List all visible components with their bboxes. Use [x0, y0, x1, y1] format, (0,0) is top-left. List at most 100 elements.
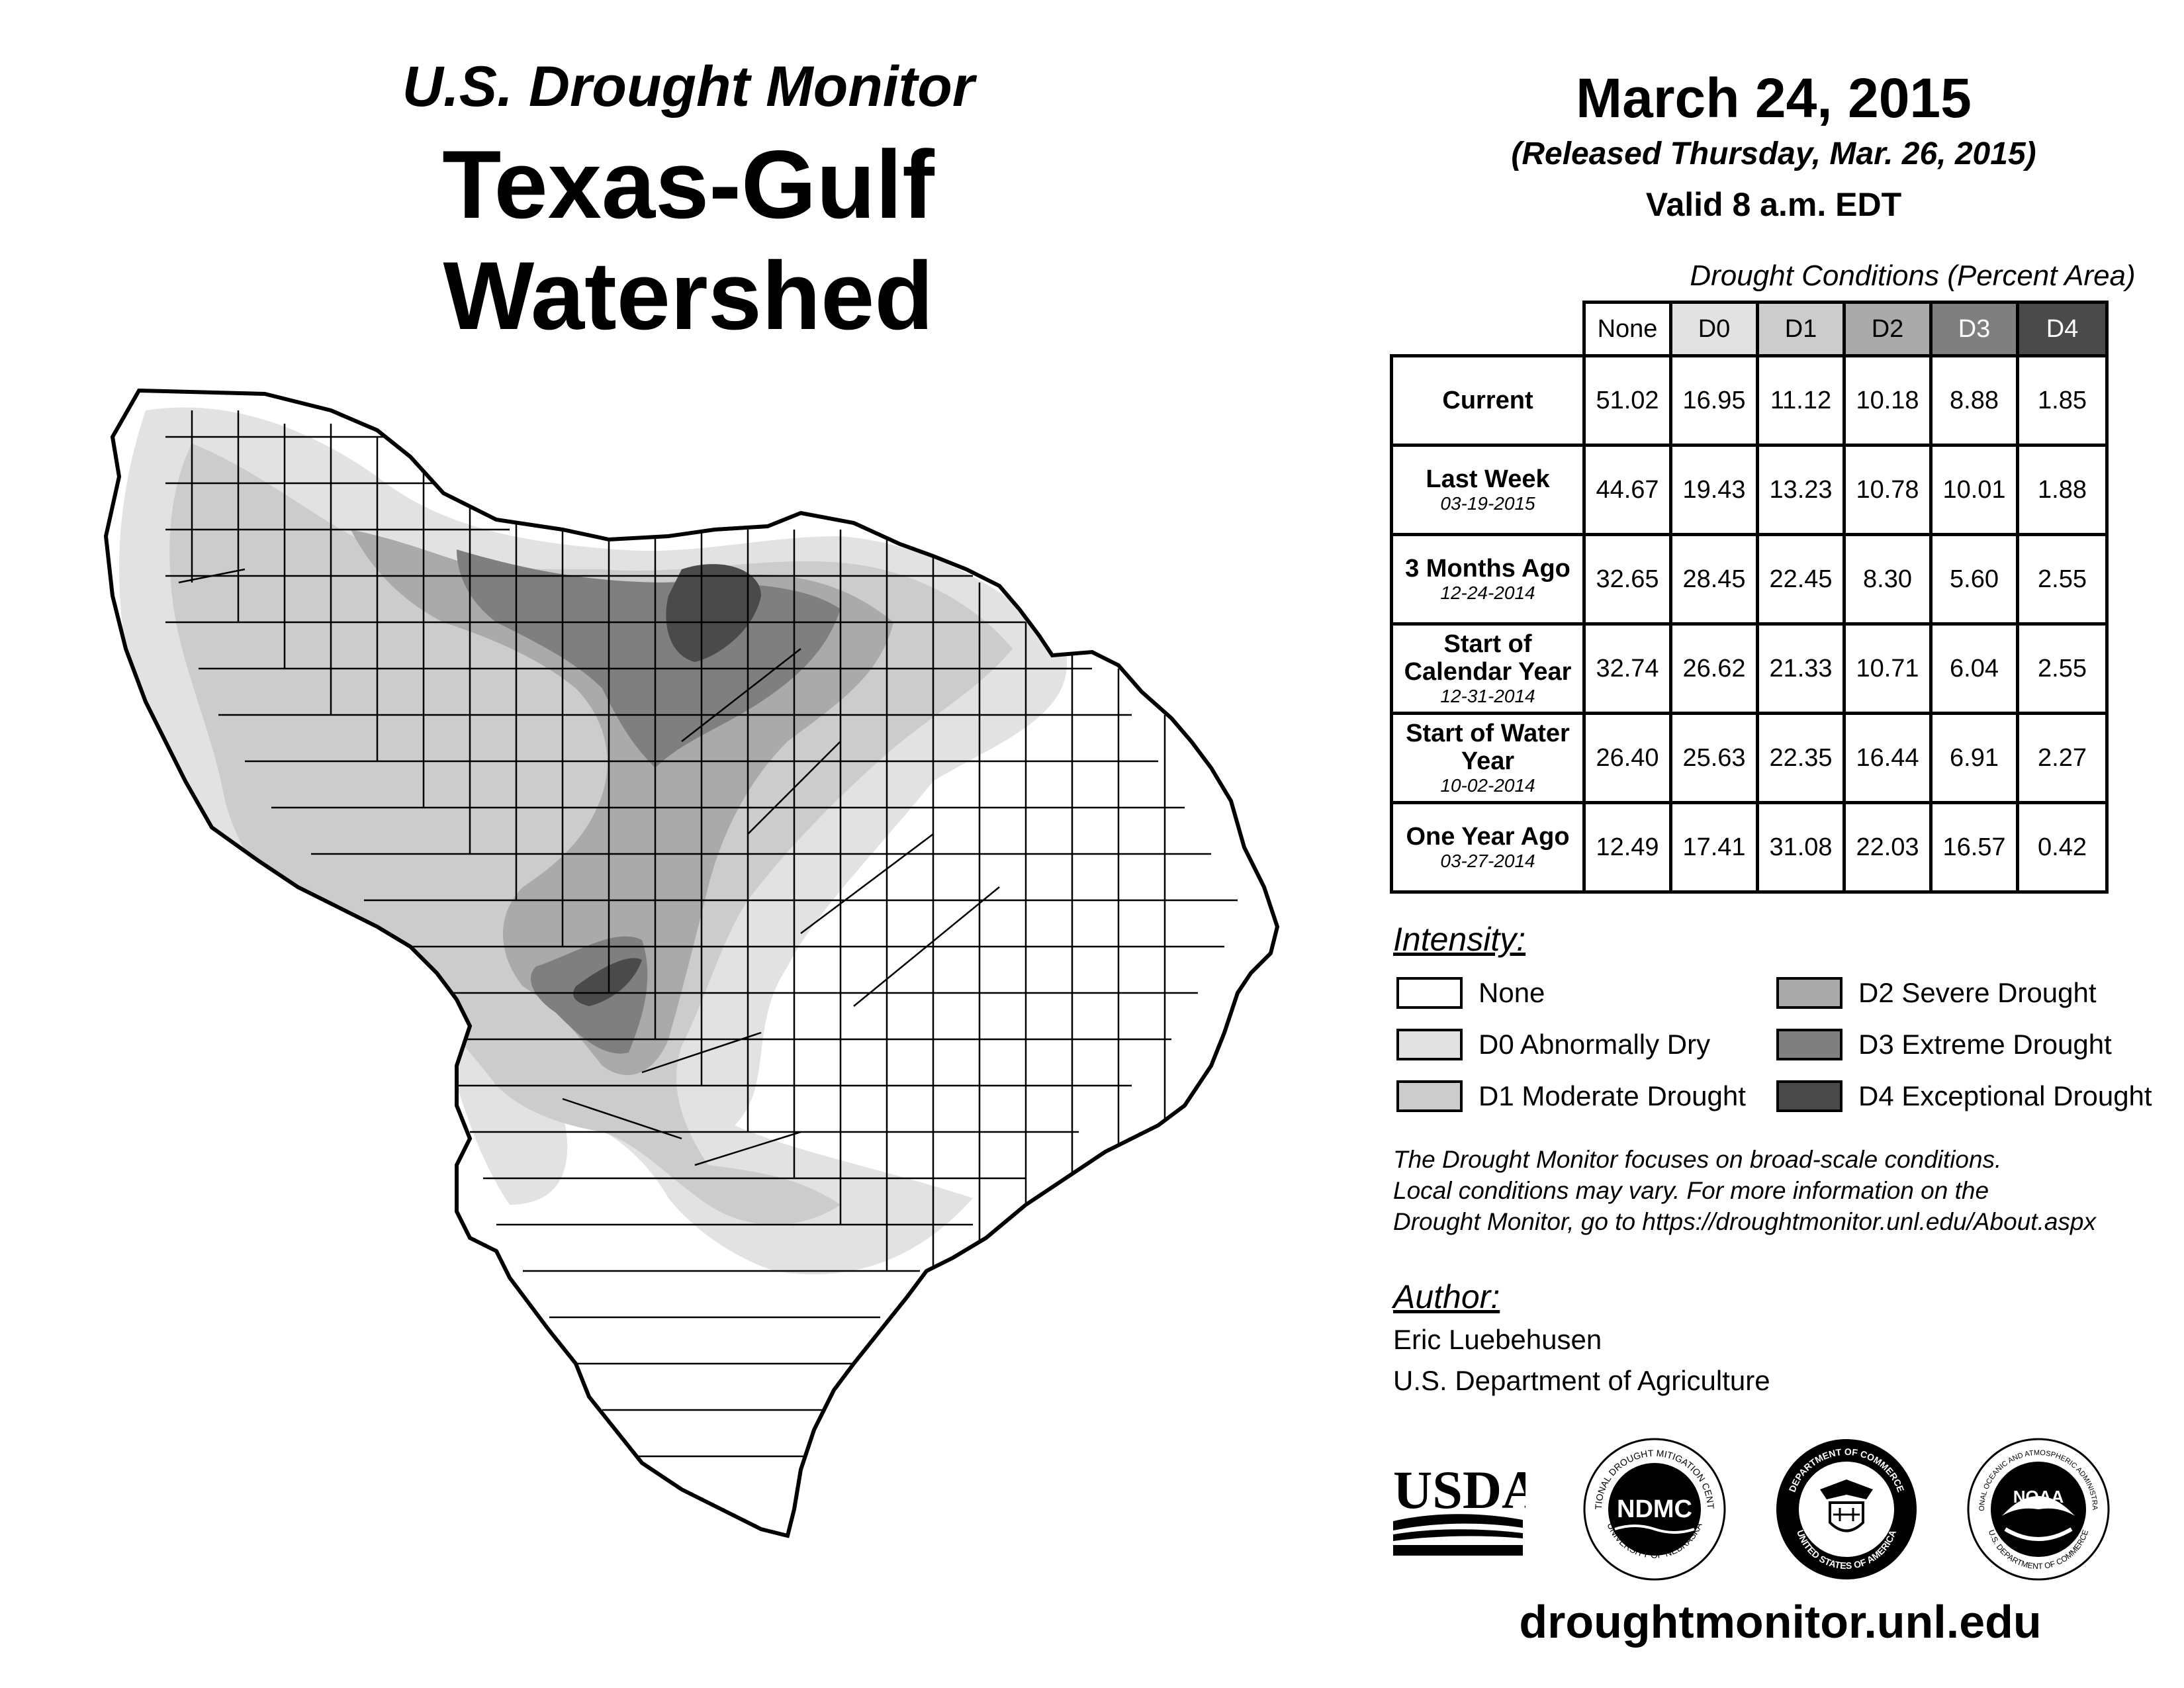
table-cell: 11.12 — [1756, 354, 1846, 447]
col-header: D1 — [1756, 301, 1846, 357]
row-date: 03-19-2015 — [1440, 493, 1535, 514]
table-header-row: None D0 D1 D2 D3 D4 — [1392, 301, 2109, 357]
legend-label: D3 Extreme Drought — [1858, 1029, 2112, 1060]
col-header: D3 — [1929, 301, 2019, 357]
table-cell: 0.42 — [2016, 801, 2109, 894]
legend-label: D0 Abnormally Dry — [1479, 1029, 1711, 1060]
commerce-seal: DEPARTMENT OF COMMERCE UNITED STATES OF … — [1776, 1439, 1917, 1579]
ndmc-logo-text: NDMC — [1617, 1495, 1692, 1523]
legend-swatch — [1776, 1029, 1843, 1060]
table-cell: 10.18 — [1843, 354, 1933, 447]
author-name: Eric Luebehusen — [1393, 1324, 1602, 1355]
table-cell: 21.33 — [1756, 622, 1846, 715]
row-label: Start of Water Year 10-02-2014 — [1390, 712, 1586, 804]
row-date: 10-02-2014 — [1440, 775, 1535, 796]
table-cell: 44.67 — [1582, 444, 1672, 536]
table-cell: 22.35 — [1756, 712, 1846, 804]
legend-label: None — [1479, 977, 1545, 1008]
row-label: Current — [1390, 354, 1586, 447]
header-blank-cell — [1392, 303, 1584, 356]
table-cell: 2.27 — [2016, 712, 2109, 804]
table-cell: 22.03 — [1843, 801, 1933, 894]
row-label: 3 Months Ago 12-24-2014 — [1390, 533, 1586, 626]
legend-label: D2 Severe Drought — [1858, 977, 2097, 1008]
map-title: Texas-Gulf Watershed — [442, 130, 934, 350]
legend-swatch — [1776, 977, 1843, 1009]
table-cell: 16.44 — [1843, 712, 1933, 804]
watershed-map — [103, 388, 1280, 1538]
row-date: 12-31-2014 — [1440, 686, 1535, 706]
table-cell: 32.65 — [1582, 533, 1672, 626]
row-label-text: 3 Months Ago — [1405, 555, 1570, 583]
legend-label: D1 Moderate Drought — [1479, 1080, 1746, 1111]
noaa-logo: NATIONAL OCEANIC AND ATMOSPHERIC ADMINIS… — [1966, 1436, 2110, 1581]
note-line: Drought Monitor, go to https://droughtmo… — [1393, 1208, 2096, 1235]
table-cell: 8.88 — [1929, 354, 2019, 447]
release-date: (Released Thursday, Mar. 26, 2015) — [1511, 136, 2036, 171]
table-cell: 22.45 — [1756, 533, 1846, 626]
row-label-text: Last Week — [1426, 465, 1550, 493]
table-cell: 8.30 — [1843, 533, 1933, 626]
table-cell: 6.04 — [1929, 622, 2019, 715]
author-org: U.S. Department of Agriculture — [1393, 1365, 1770, 1396]
legend-item-d0: D0 Abnormally Dry — [1396, 1029, 1710, 1060]
table-title: Drought Conditions (Percent Area) — [1690, 259, 2136, 292]
table-cell: 28.45 — [1669, 533, 1759, 626]
valid-time: Valid 8 a.m. EDT — [1645, 186, 1902, 223]
table-cell: 26.40 — [1582, 712, 1672, 804]
row-label-text: Start of Calendar Year — [1404, 630, 1572, 686]
valid-date: March 24, 2015 — [1576, 67, 1972, 129]
row-date: 03-27-2014 — [1440, 851, 1535, 871]
table-cell: 16.57 — [1929, 801, 2019, 894]
table-row: Start of Water Year 10-02-2014 26.40 25.6… — [1390, 712, 2109, 804]
table-cell: 1.85 — [2016, 354, 2109, 447]
col-header: D4 — [2016, 301, 2109, 357]
row-label: One Year Ago 03-27-2014 — [1390, 801, 1586, 894]
website-url: droughtmonitor.unl.edu — [1519, 1596, 2042, 1648]
usda-logo: USDA — [1393, 1460, 1525, 1556]
note-line: The Drought Monitor focuses on broad-sca… — [1393, 1146, 2002, 1173]
noaa-logo-text: NOAA — [2013, 1487, 2064, 1507]
table-row: Last Week 03-19-2015 44.67 19.43 13.23 10… — [1390, 444, 2109, 536]
table-cell: 12.49 — [1582, 801, 1672, 894]
table-cell: 51.02 — [1582, 354, 1672, 447]
table-cell: 10.01 — [1929, 444, 2019, 536]
col-header: D2 — [1843, 301, 1933, 357]
table-row: One Year Ago 03-27-2014 12.49 17.41 31.08… — [1390, 801, 2109, 894]
table-cell: 17.41 — [1669, 801, 1759, 894]
table-cell: 25.63 — [1669, 712, 1759, 804]
disclaimer-note: The Drought Monitor focuses on broad-sca… — [1393, 1144, 2181, 1237]
row-date: 12-24-2014 — [1440, 583, 1535, 603]
author-title: Author: — [1393, 1278, 1500, 1315]
legend-item-d4: D4 Exceptional Drought — [1776, 1080, 2152, 1112]
legend-swatch — [1396, 1029, 1463, 1060]
row-label-text: Current — [1442, 387, 1533, 414]
row-label: Start of Calendar Year 12-31-2014 — [1390, 622, 1586, 715]
row-label-text: Start of Water Year — [1406, 720, 1570, 775]
legend-label: D4 Exceptional Drought — [1858, 1080, 2152, 1111]
ndmc-logo: NATIONAL DROUGHT MITIGATION CENTER UNIVE… — [1582, 1436, 1726, 1581]
table-cell: 5.60 — [1929, 533, 2019, 626]
map-subtitle: U.S. Drought Monitor — [402, 55, 975, 118]
table-cell: 19.43 — [1669, 444, 1759, 536]
col-header: D0 — [1669, 301, 1759, 357]
legend-swatch — [1396, 1080, 1463, 1112]
drought-conditions-table: None D0 D1 D2 D3 D4 Current 51.02 16.95 … — [1390, 301, 2109, 894]
table-row: 3 Months Ago 12-24-2014 32.65 28.45 22.45… — [1390, 533, 2109, 626]
row-label: Last Week 03-19-2015 — [1390, 444, 1586, 536]
table-cell: 10.71 — [1843, 622, 1933, 715]
table-row: Start of Calendar Year 12-31-2014 32.74 2… — [1390, 622, 2109, 715]
table-row: Current 51.02 16.95 11.12 10.18 8.88 1.8… — [1390, 354, 2109, 447]
legend-item-none: None — [1396, 977, 1545, 1009]
note-line: Local conditions may vary. For more info… — [1393, 1177, 1989, 1204]
legend-item-d3: D3 Extreme Drought — [1776, 1029, 2112, 1060]
legend-swatch — [1396, 977, 1463, 1009]
table-cell: 16.95 — [1669, 354, 1759, 447]
table-cell: 26.62 — [1669, 622, 1759, 715]
legend-title: Intensity: — [1393, 921, 1526, 958]
usda-logo-text: USDA — [1393, 1460, 1525, 1520]
legend-item-d2: D2 Severe Drought — [1776, 977, 2097, 1009]
table-cell: 10.78 — [1843, 444, 1933, 536]
legend-swatch — [1776, 1080, 1843, 1112]
table-cell: 1.88 — [2016, 444, 2109, 536]
